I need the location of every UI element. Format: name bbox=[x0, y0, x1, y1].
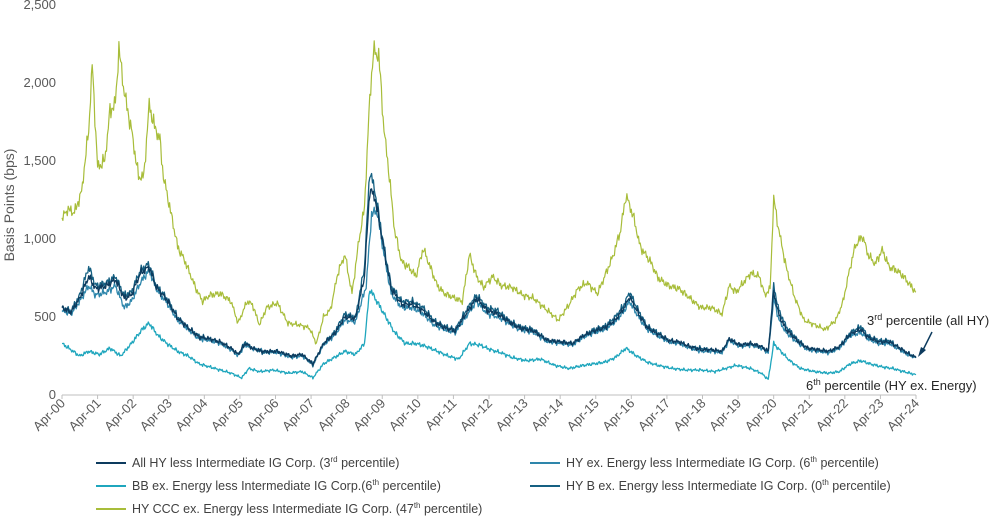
x-tick-label: Apr-04 bbox=[172, 396, 210, 434]
series-line-hy-b-ex-energy-less-intermediate-ig-corp bbox=[61, 172, 917, 368]
y-tick-label: 1,500 bbox=[23, 153, 56, 168]
legend-label-all-hy: All HY less Intermediate IG Corp. (3rd p… bbox=[132, 454, 400, 470]
x-tick-label: Apr-18 bbox=[670, 396, 708, 434]
x-axis-ticks: Apr-00Apr-01Apr-02Apr-03Apr-04Apr-05Apr-… bbox=[30, 395, 922, 434]
x-tick-label: Apr-23 bbox=[848, 396, 886, 434]
x-tick-label: Apr-20 bbox=[742, 396, 780, 434]
legend-item-bb: BB ex. Energy less Intermediate IG Corp.… bbox=[96, 477, 441, 493]
legend-swatch-hy-b bbox=[530, 485, 560, 487]
y-tick-label: 0 bbox=[49, 387, 56, 402]
x-tick-label: Apr-12 bbox=[457, 396, 495, 434]
legend-swatch-hy-ex-energy bbox=[530, 462, 560, 464]
x-tick-label: Apr-09 bbox=[350, 396, 388, 434]
x-tick-label: Apr-05 bbox=[208, 396, 246, 434]
series-line-hy-ccc-ex-energy-less-intermediate-ig-corp bbox=[61, 40, 917, 345]
x-tick-label: Apr-11 bbox=[422, 396, 460, 434]
legend-item-hy-ex-energy: HY ex. Energy less Intermediate IG Corp.… bbox=[530, 454, 879, 470]
annotation-hy-ex-energy: 6th percentile (HY ex. Energy) bbox=[806, 377, 977, 393]
annotation-all-hy: 3rd percentile (all HY) bbox=[867, 312, 989, 328]
y-tick-label: 2,000 bbox=[23, 75, 56, 90]
x-tick-label: Apr-08 bbox=[315, 396, 353, 434]
y-tick-label: 2,500 bbox=[23, 0, 56, 12]
x-tick-label: Apr-22 bbox=[813, 396, 851, 434]
x-tick-label: Apr-15 bbox=[564, 396, 602, 434]
legend-label-hy-b: HY B ex. Energy less Intermediate IG Cor… bbox=[566, 477, 891, 493]
legend-label-hy-ccc: HY CCC ex. Energy less Intermediate IG C… bbox=[132, 500, 483, 516]
y-axis-ticks: 0 500 1,000 1,500 2,000 2,500 bbox=[23, 0, 56, 402]
legend-swatch-all-hy bbox=[96, 462, 126, 464]
y-tick-label: 1,000 bbox=[23, 231, 56, 246]
x-tick-label: Apr-02 bbox=[101, 396, 139, 434]
legend-item-hy-ccc: HY CCC ex. Energy less Intermediate IG C… bbox=[96, 500, 483, 516]
x-tick-label: Apr-06 bbox=[243, 396, 281, 434]
y-tick-label: 500 bbox=[34, 309, 56, 324]
legend-label-bb: BB ex. Energy less Intermediate IG Corp.… bbox=[132, 477, 441, 493]
legend-swatch-bb bbox=[96, 485, 126, 487]
x-tick-label: Apr-21 bbox=[777, 396, 815, 434]
series-lines bbox=[61, 40, 917, 380]
series-line-all-hy-less-intermediate-ig-corp bbox=[61, 188, 917, 366]
x-tick-label: Apr-01 bbox=[65, 396, 103, 434]
x-tick-label: Apr-14 bbox=[528, 396, 566, 434]
x-tick-label: Apr-13 bbox=[492, 396, 530, 434]
x-tick-label: Apr-10 bbox=[386, 396, 424, 434]
legend-label-hy-ex-energy: HY ex. Energy less Intermediate IG Corp.… bbox=[566, 454, 879, 470]
y-axis-label: Basis Points (bps) bbox=[1, 149, 17, 262]
annotation-arrowhead bbox=[918, 347, 926, 357]
legend-item-all-hy: All HY less Intermediate IG Corp. (3rd p… bbox=[96, 454, 400, 470]
series-line-bb-ex-energy-less-intermediate-ig-corp bbox=[62, 289, 917, 380]
series-line-hy-ex-energy-less-intermediate-ig-corp bbox=[61, 206, 917, 366]
x-tick-label: Apr-17 bbox=[635, 396, 673, 434]
legend-swatch-hy-ccc bbox=[96, 508, 126, 510]
x-tick-label: Apr-19 bbox=[706, 396, 744, 434]
x-tick-label: Apr-03 bbox=[137, 396, 175, 434]
x-tick-label: Apr-07 bbox=[279, 396, 317, 434]
legend-item-hy-b: HY B ex. Energy less Intermediate IG Cor… bbox=[530, 477, 891, 493]
legend: All HY less Intermediate IG Corp. (3rd p… bbox=[96, 452, 986, 518]
x-tick-label: Apr-24 bbox=[884, 396, 922, 434]
x-tick-label: Apr-16 bbox=[599, 396, 637, 434]
